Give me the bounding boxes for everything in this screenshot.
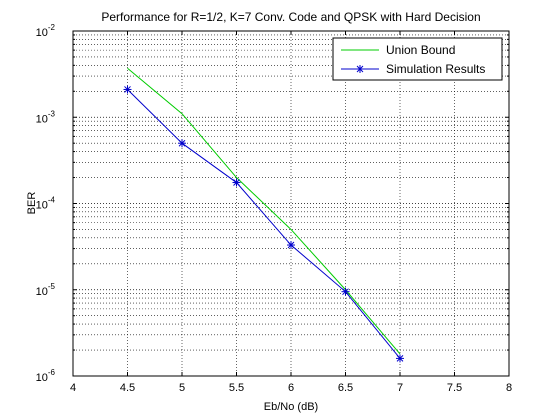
legend: Union Bound Simulation Results xyxy=(332,37,503,81)
series-2-point xyxy=(287,241,295,250)
series-2-point xyxy=(123,85,132,94)
y-tick-label: 10-2 xyxy=(36,23,56,39)
axes xyxy=(72,30,510,377)
x-tick-label: 4 xyxy=(70,382,76,394)
series-line-1 xyxy=(127,67,401,355)
y-tick-label: 10-4 xyxy=(36,196,56,212)
legend-label-2: Simulation Results xyxy=(386,62,485,76)
series-layer xyxy=(123,67,404,363)
axes-frame xyxy=(72,30,510,377)
x-tick-label: 5 xyxy=(179,382,185,394)
x-tick-label: 8 xyxy=(506,382,512,394)
x-tick-label: 6 xyxy=(288,382,294,394)
legend-label-1: Union Bound xyxy=(386,43,455,57)
x-tick-label: 7.5 xyxy=(447,382,462,394)
x-tick-label: 7 xyxy=(397,382,403,394)
series-line-2 xyxy=(127,89,401,359)
y-axis-label: BER xyxy=(26,192,38,215)
tick-labels: 4 4.5 5 5.5 6 6.5 7 7.5 8 10-6 10-5 10-4 10-3 10-2 xyxy=(36,23,512,394)
x-tick-label: 6.5 xyxy=(338,382,353,394)
chart-title: Performance for R=1/2, K=7 Conv. Code an… xyxy=(101,10,480,24)
x-tick-label: 4.5 xyxy=(120,382,135,394)
y-tick-label: 10-5 xyxy=(36,282,56,298)
series-2-point xyxy=(396,354,404,363)
x-tick-label: 5.5 xyxy=(229,382,244,394)
x-axis-label: Eb/No (dB) xyxy=(264,401,318,413)
legend-box xyxy=(332,37,503,81)
series-2-point xyxy=(232,178,241,187)
y-tick-label: 10-6 xyxy=(36,368,56,384)
series-2-point xyxy=(178,139,186,148)
y-tick-label: 10-3 xyxy=(36,109,56,125)
legend-marker-2 xyxy=(356,65,364,73)
series-2-point xyxy=(341,287,350,296)
